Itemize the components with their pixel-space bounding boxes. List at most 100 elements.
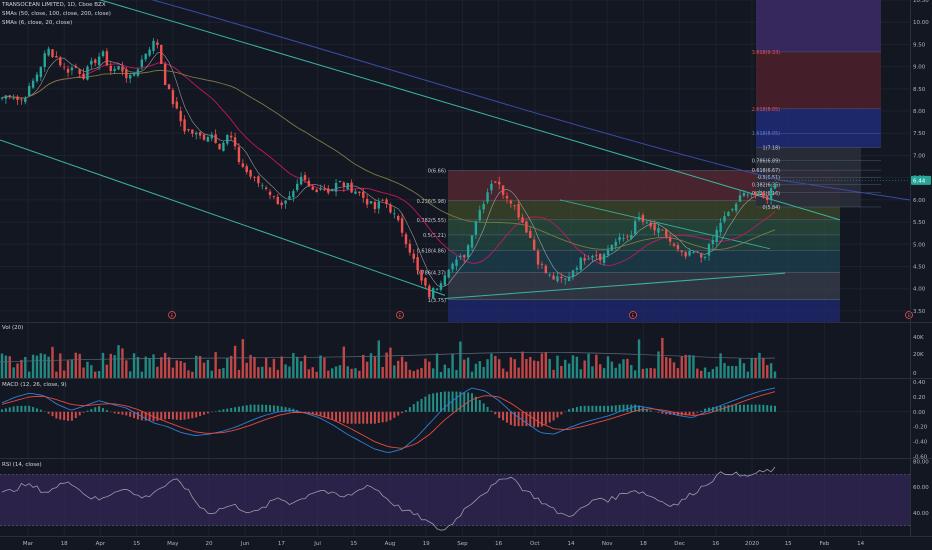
- time-tick-label: 16: [495, 541, 502, 547]
- volume-legend[interactable]: Vol (20): [2, 324, 23, 333]
- macd-histogram-bar: [101, 408, 104, 412]
- candle-body: [226, 134, 229, 144]
- macd-legend[interactable]: MACD (12, 26, close, 9): [2, 381, 67, 390]
- symbol-title: TRANSOCEAN LIMITED, 1D, Cboe BZX: [2, 2, 106, 8]
- candle-body: [758, 192, 761, 194]
- volume-bar: [552, 369, 555, 378]
- volume-bar: [746, 371, 750, 378]
- candle-body: [74, 65, 78, 68]
- candle-body: [447, 269, 450, 278]
- macd-histogram-bar: [284, 407, 287, 412]
- macd-histogram-bar: [537, 411, 540, 428]
- candle-body: [140, 59, 144, 67]
- time-tick-label: 16: [712, 541, 719, 547]
- candle-body: [175, 101, 178, 109]
- volume-bar: [696, 368, 699, 378]
- candle-body: [346, 182, 349, 190]
- candle-body: [66, 68, 70, 73]
- volume-bar: [183, 362, 186, 378]
- macd-histogram-bar: [94, 407, 97, 412]
- price-legend[interactable]: TRANSOCEAN LIMITED, 1D, Cboe BZX SMAs (5…: [2, 1, 111, 28]
- macd-histogram-bar: [486, 406, 489, 412]
- fib-level-label: 0.236(5.98): [417, 199, 446, 205]
- time-axis[interactable]: Mar 18 Apr 15 May 20 Jun 17 Jul 15 Aug 19 Sep 16 Oct 14…: [23, 541, 865, 547]
- candle-body: [272, 195, 276, 197]
- fib-zone: [448, 234, 840, 251]
- candle-body: [649, 222, 652, 227]
- volume-bar: [397, 360, 400, 378]
- volume-bar: [665, 357, 668, 378]
- macd-histogram-bar: [335, 411, 338, 421]
- volume-bar: [276, 369, 279, 378]
- volume-bar: [626, 358, 629, 378]
- macd-histogram-bar: [502, 411, 505, 421]
- candle-body: [404, 234, 408, 245]
- candle-body: [610, 244, 614, 251]
- candle-body: [284, 200, 287, 204]
- volume-bar: [750, 358, 753, 378]
- candle-body: [439, 283, 443, 290]
- volume-bar: [474, 363, 478, 378]
- sma-legend-2[interactable]: SMAs (6, close, 20, close): [2, 20, 73, 26]
- volume-bar: [97, 371, 101, 378]
- macd-histogram-bar: [202, 411, 205, 415]
- time-tick-label: 2020: [745, 541, 759, 547]
- candle-body: [210, 134, 213, 139]
- candle-body: [637, 216, 641, 220]
- macd-histogram-bar: [412, 404, 415, 412]
- volume-bar: [365, 361, 369, 378]
- candle-body: [16, 96, 19, 101]
- volume-bar: [727, 365, 730, 378]
- channel-lower-line: [0, 139, 446, 296]
- volume-bar: [78, 353, 81, 378]
- macd-histogram-bar: [354, 411, 357, 424]
- candle-body: [264, 187, 268, 190]
- volume-bar: [198, 355, 202, 378]
- volume-bar: [389, 347, 392, 378]
- macd-histogram-bar: [144, 411, 147, 421]
- candle-body: [191, 129, 194, 134]
- candle-body: [62, 66, 66, 68]
- fib2-level-label: 0.5(6.51): [758, 175, 780, 181]
- volume-bar: [86, 361, 89, 378]
- time-tick-label: 17: [278, 541, 285, 547]
- macd-histogram-bar: [82, 411, 85, 413]
- price-axis[interactable]: 10.5010.009.509.008.508.007.507.006.506.…: [775, 0, 931, 517]
- candle-body: [657, 228, 660, 233]
- volume-bar: [245, 362, 248, 378]
- time-tick-label: 15: [785, 541, 792, 547]
- volume-bar: [719, 353, 722, 378]
- volume-bar: [517, 367, 520, 378]
- candle-body: [31, 80, 35, 88]
- volume-bar: [160, 357, 163, 378]
- volume-bar: [738, 358, 742, 378]
- volume-bar: [214, 352, 217, 378]
- candle-body: [556, 276, 559, 282]
- macd-histogram-bar: [618, 404, 621, 412]
- candle-body: [299, 176, 303, 185]
- candle-body: [587, 258, 590, 260]
- candle-body: [630, 234, 633, 239]
- candle-body: [323, 189, 326, 191]
- macd-histogram-bar: [272, 405, 275, 412]
- candle-body: [680, 250, 683, 253]
- descending-line: [559, 199, 771, 250]
- volume-tick-label: 40K: [913, 335, 924, 341]
- rsi-title: RSI (14, close): [2, 462, 42, 468]
- volume-bar: [393, 365, 396, 378]
- volume-bar: [105, 364, 109, 378]
- macd-histogram-bar: [183, 411, 186, 420]
- macd-histogram-bar: [727, 405, 730, 412]
- volume-bar: [653, 368, 656, 378]
- volume-bar: [486, 359, 489, 378]
- macd-histogram-bar: [125, 411, 128, 416]
- candle-body: [183, 119, 186, 132]
- sma-legend-1[interactable]: SMAs (50, close, 100, close, 200, close): [2, 11, 111, 17]
- volume-bar: [4, 355, 8, 378]
- rsi-legend[interactable]: RSI (14, close): [2, 461, 42, 470]
- candle-body: [532, 239, 536, 250]
- candle-body: [253, 177, 256, 178]
- volume-bar: [540, 353, 544, 378]
- pane-separators[interactable]: [0, 0, 932, 537]
